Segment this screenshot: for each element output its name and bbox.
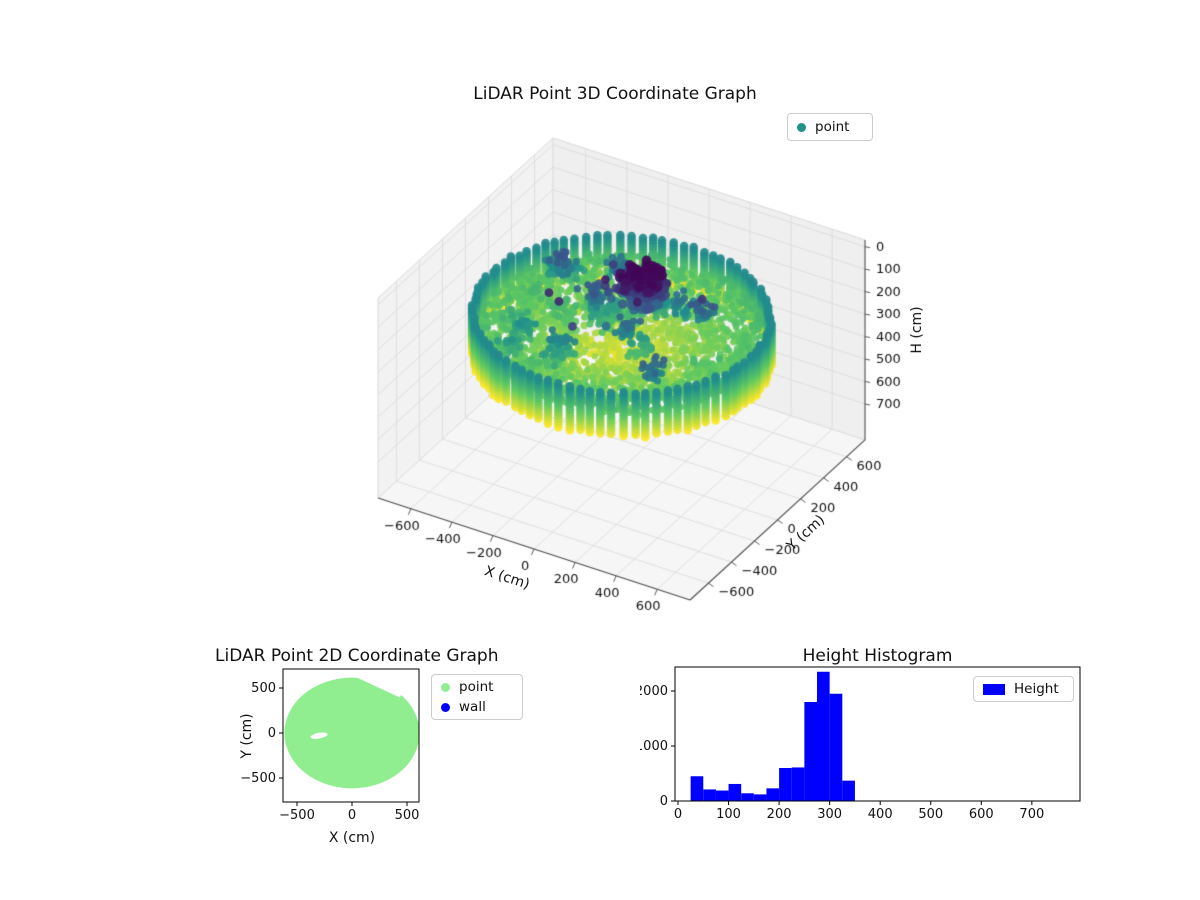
plot2d-svg: −500 0 500 −500 0 500	[240, 668, 420, 823]
plot2d-legend-label-wall: wall	[459, 699, 486, 715]
y-ticks: −500 0 500	[240, 681, 283, 786]
histogram-svg: 0 100 200 300 400 500 600 700 0 1000 2000	[640, 666, 1081, 822]
plot3d-zlabel: H (cm)	[909, 306, 925, 354]
svg-text:500: 500	[918, 807, 943, 822]
x-ticks: −500 0 500	[279, 802, 419, 823]
height-swatch-icon	[983, 683, 1005, 695]
plot2d-title: LiDAR Point 2D Coordinate Graph	[215, 646, 499, 666]
svg-text:1000: 1000	[640, 739, 668, 754]
histogram-legend-label: Height	[1014, 681, 1059, 697]
y-ticks: 0 1000 2000	[640, 684, 675, 809]
plot3d-canvas	[300, 120, 980, 660]
point-marker-icon	[441, 682, 450, 692]
svg-text:500: 500	[251, 681, 276, 696]
histogram-bars	[690, 671, 855, 801]
svg-text:0: 0	[674, 807, 682, 822]
svg-text:−500: −500	[240, 771, 276, 786]
histogram-title: Height Histogram	[802, 646, 953, 666]
axes-frame	[282, 668, 420, 803]
svg-text:200: 200	[767, 807, 792, 822]
svg-text:700: 700	[1019, 807, 1044, 822]
svg-text:2000: 2000	[640, 684, 668, 699]
plot3d-title: LiDAR Point 3D Coordinate Graph	[473, 84, 757, 104]
plot2d-ylabel: Y (cm)	[239, 713, 255, 759]
legend-entry-point: point	[441, 679, 512, 695]
plot2d-legend-label-point: point	[459, 679, 494, 695]
svg-text:0: 0	[268, 726, 276, 741]
x-ticks: 0 100 200 300 400 500 600 700	[674, 801, 1044, 822]
svg-text:600: 600	[969, 807, 994, 822]
point-cloud-2d	[284, 669, 420, 789]
histogram-legend: Height	[973, 676, 1074, 702]
axes-frame	[674, 666, 1081, 802]
legend-entry-height: Height	[983, 681, 1063, 697]
svg-text:0: 0	[660, 794, 668, 809]
wall-marker-icon	[441, 702, 450, 712]
plot2d-legend: point wall	[431, 674, 523, 720]
svg-text:0: 0	[348, 808, 356, 823]
plot2d-xlabel: X (cm)	[328, 830, 376, 846]
svg-text:500: 500	[395, 808, 420, 823]
svg-text:300: 300	[817, 807, 842, 822]
svg-text:100: 100	[716, 807, 741, 822]
svg-text:400: 400	[868, 807, 893, 822]
legend-entry-wall: wall	[441, 699, 512, 715]
svg-text:−500: −500	[279, 808, 315, 823]
